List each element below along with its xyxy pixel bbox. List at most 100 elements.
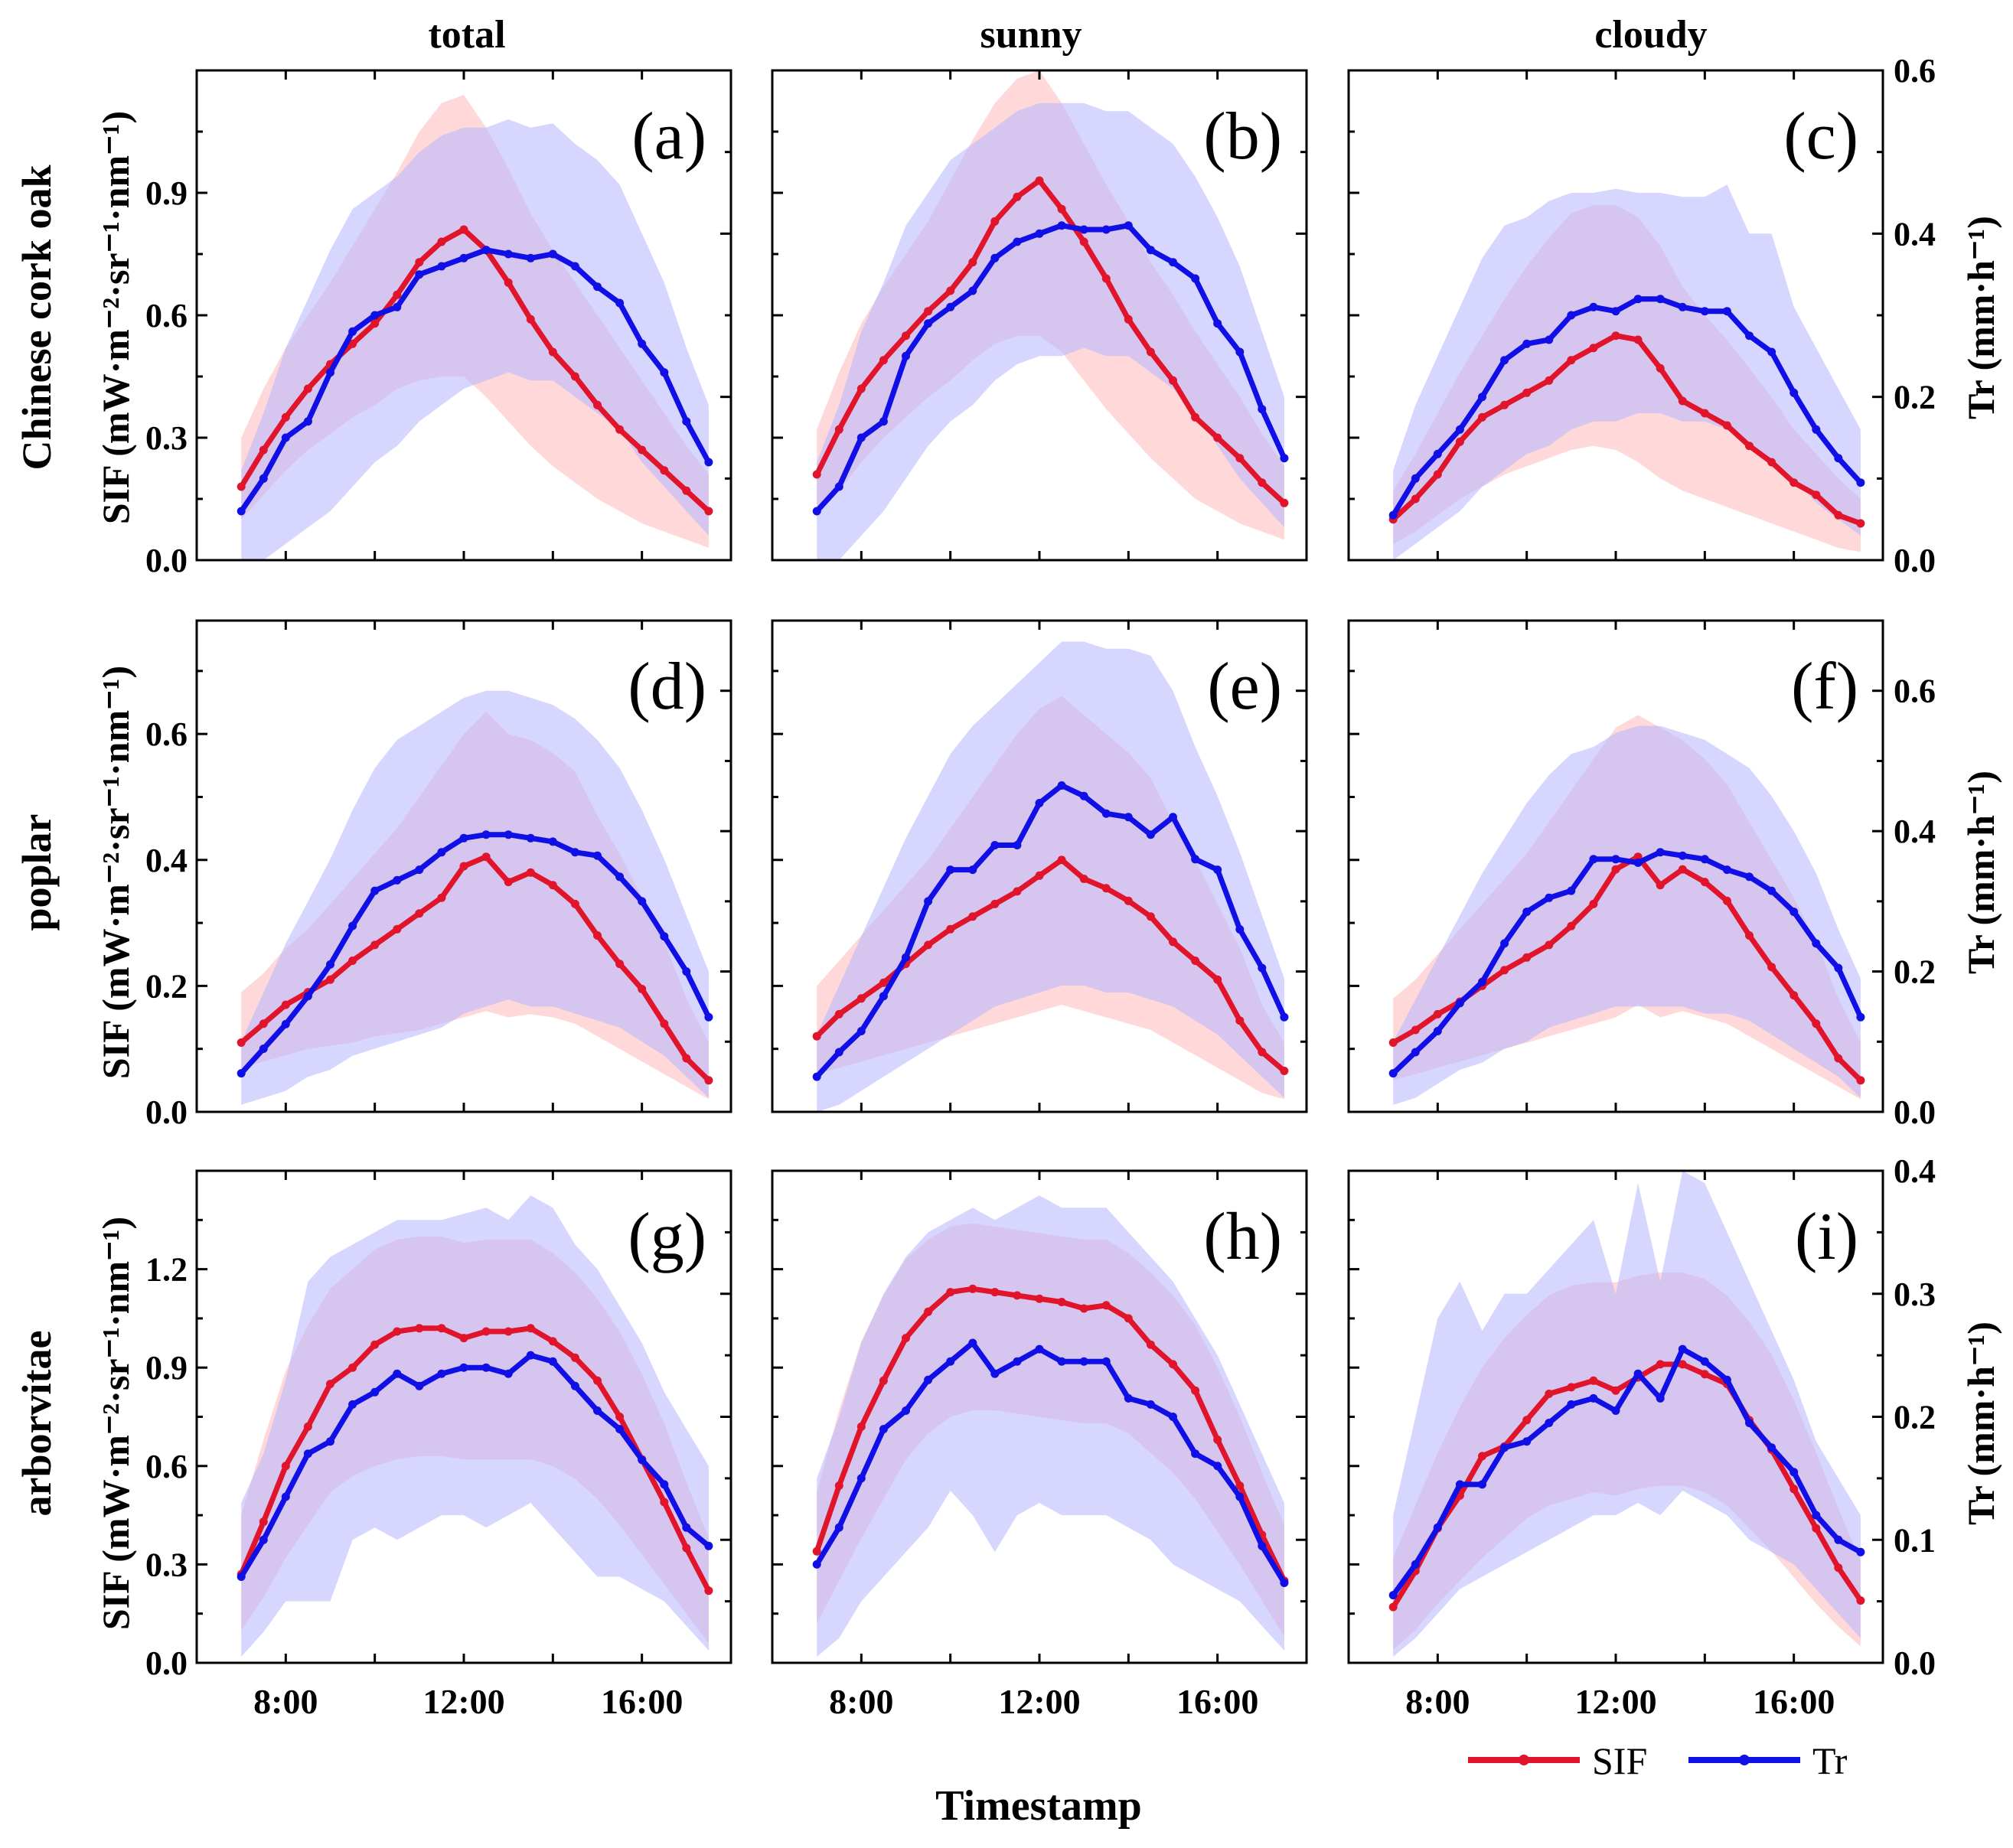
sif-h-point [1191, 1386, 1200, 1395]
tr-a-point [704, 458, 713, 467]
tr-f-point [1834, 963, 1843, 973]
legend-sif-marker [1519, 1755, 1529, 1765]
tr-f-point [1856, 1012, 1865, 1022]
tr-d-point [481, 830, 491, 839]
tr-g-point [682, 1523, 691, 1532]
tr-a-point [348, 327, 357, 336]
tr-h-point [1146, 1400, 1155, 1409]
tr-e-point [834, 1048, 843, 1057]
tr-e-point [1213, 865, 1222, 875]
y-tick-label-right-i: 0.0 [1894, 1644, 1936, 1682]
plot-area-e [812, 641, 1289, 1112]
sif-e-point [1169, 937, 1177, 947]
sif-d-point [459, 862, 468, 871]
sif-g-point [593, 1376, 602, 1385]
tr-a-point [303, 417, 312, 426]
sif-a-point [504, 278, 513, 287]
right-axis-title-row3: Tr (mm·h⁻¹) [1959, 1322, 2002, 1525]
sif-e-point [1101, 884, 1111, 893]
tr-h-point [1057, 1357, 1066, 1366]
sif-b-point [990, 217, 1000, 226]
panel-layer: (a) 0.0 0.3 0.6 0.9 (b) (c) 0.0 0.2 0.4 0.6 (d) 0.0 0… [145, 52, 1936, 1721]
tr-e-point [1235, 925, 1245, 934]
y-tick-label-right-f: 0.2 [1894, 953, 1936, 991]
sif-c-point [1545, 376, 1554, 385]
tr-c-point [1411, 474, 1420, 483]
sif-a-line [239, 227, 711, 513]
tr-a-point [660, 368, 669, 377]
sif-f-point [1567, 921, 1576, 931]
sif-d-point [526, 868, 535, 877]
legend: SIF Tr [1468, 1739, 1848, 1782]
tr-e-point [1035, 799, 1044, 807]
sif-d-point [437, 893, 446, 902]
tr-h-point [1124, 1393, 1133, 1403]
sif-a-point [704, 507, 713, 516]
tr-g-point [704, 1541, 713, 1550]
tr-g-point [526, 1351, 535, 1360]
legend-tr-label: Tr [1812, 1739, 1848, 1782]
sif-b-point [924, 307, 933, 316]
tr-a-point [459, 253, 468, 262]
sif-f-point [1700, 878, 1709, 887]
tr-e-point [879, 992, 888, 1001]
tr-i-point [1478, 1480, 1486, 1489]
tr-h-point [902, 1406, 910, 1415]
sif-e-point [968, 912, 977, 921]
tr-f-point [1500, 939, 1509, 948]
tr-a-line [239, 247, 711, 513]
tr-band-b [817, 103, 1284, 560]
tr-i-point [1633, 1369, 1643, 1378]
sif-i-point [1656, 1360, 1665, 1369]
tr-a-point [393, 302, 402, 311]
sif-e-point [812, 1032, 821, 1041]
tr-f-point [1722, 865, 1731, 875]
sif-i-point [1478, 1452, 1486, 1461]
tr-d-point [281, 1019, 290, 1028]
sif-g-point [415, 1324, 424, 1333]
sif-b-point [1146, 347, 1155, 357]
tr-g-point [370, 1387, 380, 1397]
tr-a-point [570, 262, 579, 271]
tr-h-point [1235, 1492, 1245, 1501]
tr-band-i [1393, 1171, 1861, 1657]
tr-i-point [1388, 1591, 1398, 1600]
sif-e-point [1146, 912, 1155, 921]
sif-d-point [593, 931, 602, 940]
sif-h-line [814, 1286, 1287, 1582]
tr-d-point [704, 1012, 713, 1022]
y-tick-label-right-c: 0.4 [1894, 215, 1936, 253]
sif-a-point [459, 225, 468, 234]
tr-c-point [1722, 307, 1731, 316]
sif-b-point [856, 384, 866, 393]
tr-b-point [856, 433, 866, 442]
tr-i-point [1812, 1511, 1821, 1520]
sif-e-point [1191, 957, 1200, 965]
sif-e-point [1013, 887, 1022, 896]
y-tick-label-right-f: 0.6 [1894, 673, 1936, 710]
tr-g-point [570, 1381, 579, 1390]
tr-f-point [1812, 939, 1821, 948]
tr-h-point [1280, 1579, 1289, 1587]
tr-f-point [1388, 1069, 1398, 1078]
y-tick-label-left-d: 0.2 [145, 967, 188, 1005]
tr-c-point [1790, 388, 1799, 397]
column-title-sunny: sunny [980, 13, 1082, 57]
sif-d-point [415, 909, 424, 918]
tr-b-line [814, 223, 1287, 513]
tr-i-point [1790, 1468, 1799, 1477]
sif-i-point [1790, 1485, 1799, 1494]
tr-b-point [1101, 225, 1111, 234]
tr-d-point [415, 865, 424, 875]
tr-band-h [817, 1195, 1284, 1657]
sif-h-point [968, 1284, 977, 1293]
plot-area-d [237, 690, 713, 1105]
tr-h-point [968, 1338, 977, 1348]
tr-a-point [615, 298, 625, 308]
plot-area-f [1388, 715, 1865, 1105]
tr-g-point [481, 1363, 491, 1372]
sif-b-point [902, 331, 910, 341]
tr-b-point [1079, 225, 1088, 234]
tr-e-point [812, 1072, 821, 1081]
sif-g-point [504, 1327, 513, 1336]
